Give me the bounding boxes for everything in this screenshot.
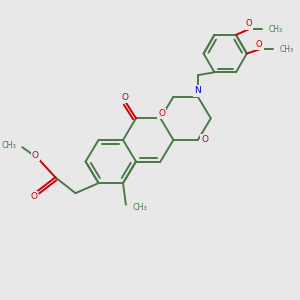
Text: O: O bbox=[256, 40, 262, 49]
Text: CH₃: CH₃ bbox=[2, 141, 16, 150]
Text: CH₃: CH₃ bbox=[132, 203, 147, 212]
Text: O: O bbox=[158, 109, 165, 118]
Text: O: O bbox=[202, 135, 208, 144]
Text: O: O bbox=[30, 192, 37, 201]
Text: CH₃: CH₃ bbox=[269, 25, 283, 34]
Text: O: O bbox=[245, 20, 252, 28]
Text: N: N bbox=[194, 86, 201, 95]
Text: O: O bbox=[32, 151, 39, 160]
Text: CH₃: CH₃ bbox=[280, 45, 294, 54]
Text: O: O bbox=[122, 93, 129, 102]
